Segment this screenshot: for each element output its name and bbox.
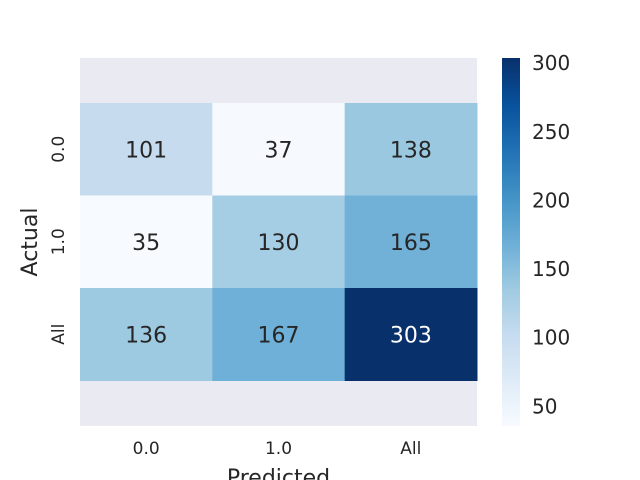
heatmap-cell-r2-c0: [80, 288, 213, 381]
x-tick-label: 1.0: [265, 439, 292, 459]
colorbar-tick-label: 200: [532, 188, 570, 212]
cell-value-label: 165: [390, 231, 432, 256]
cell-value-label: 303: [390, 323, 432, 348]
heatmap-cells: [80, 103, 478, 381]
colorbar-tick-label: 50: [532, 394, 557, 418]
cell-value-label: 35: [132, 231, 160, 256]
heatmap-cell-r1-c1: [212, 195, 346, 289]
heatmap-cell-r0-c2: [344, 103, 478, 196]
cell-value-label: 101: [125, 138, 167, 163]
heatmap-cell-r2-c1: [212, 288, 346, 381]
y-axis-label: Actual: [18, 208, 43, 277]
heatmap-cell-labels: 101 37 138 35 130 165 136 167 303: [125, 138, 432, 348]
x-tick-label: All: [400, 439, 421, 459]
y-tick-label: All: [49, 324, 69, 345]
cell-value-label: 136: [125, 323, 167, 348]
cell-value-label: 130: [258, 231, 300, 256]
colorbar-tick-label: 100: [532, 326, 570, 350]
cell-value-label: 167: [258, 323, 300, 348]
colorbar-ticks: 50 100 150 200 250 300: [532, 51, 570, 418]
heatmap-cell-r1-c2: [344, 195, 478, 289]
heatmap-cell-r1-c0: [80, 195, 213, 289]
colorbar-tick-label: 150: [532, 257, 570, 281]
y-tick-label: 0.0: [49, 136, 69, 163]
colorbar-tick-label: 250: [532, 120, 570, 144]
cell-value-label: 138: [390, 138, 432, 163]
x-tick-label: 0.0: [133, 439, 160, 459]
y-axis-ticks: 0.0 1.0 All: [49, 136, 69, 345]
x-axis-label: Predicted: [227, 466, 330, 480]
colorbar: [502, 58, 520, 426]
heatmap-cell-r0-c0: [80, 103, 213, 196]
x-axis-ticks: 0.0 1.0 All: [133, 439, 422, 459]
heatmap-cell-r0-c1: [212, 103, 346, 196]
colorbar-tick-label: 300: [532, 51, 570, 75]
y-tick-label: 1.0: [49, 228, 69, 255]
cell-value-label: 37: [265, 138, 293, 163]
heatmap-cell-r2-c2: [344, 288, 478, 381]
